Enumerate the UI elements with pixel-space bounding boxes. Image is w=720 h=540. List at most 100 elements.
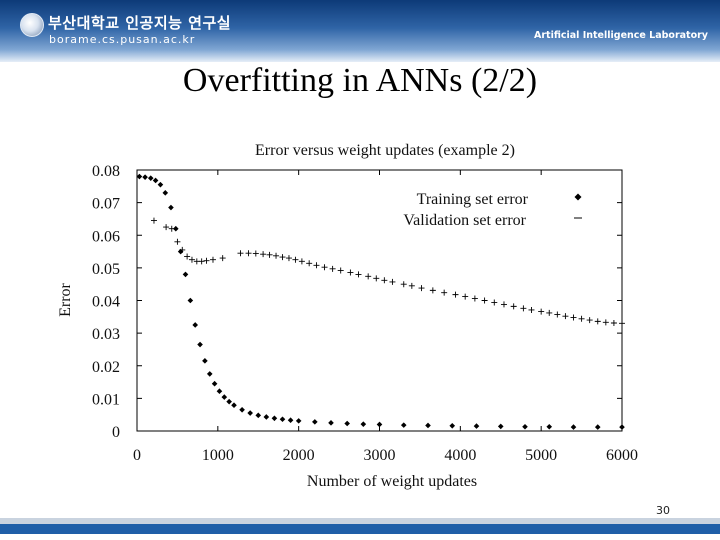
training-error-point xyxy=(173,225,179,232)
university-seal-icon xyxy=(20,13,44,37)
training-error-point xyxy=(147,175,154,181)
validation-error-point xyxy=(337,267,344,274)
y-tick-label: 0.04 xyxy=(92,294,120,311)
validation-error-point xyxy=(562,313,569,320)
training-error-point xyxy=(344,420,350,427)
validation-error-point xyxy=(150,217,157,224)
validation-error-point xyxy=(418,285,425,292)
validation-error-point xyxy=(554,311,561,318)
training-error-point xyxy=(182,271,189,278)
validation-error-point xyxy=(365,273,372,280)
validation-error-point xyxy=(203,257,210,264)
page-number: 30 xyxy=(656,504,670,517)
training-error-point xyxy=(187,297,194,304)
validation-error-point xyxy=(373,275,380,282)
training-error-point xyxy=(376,421,383,428)
training-error-point xyxy=(279,416,286,423)
training-error-point xyxy=(570,424,577,430)
validation-error-point xyxy=(209,256,216,263)
y-tick-label: 0.03 xyxy=(92,326,120,343)
validation-error-point xyxy=(491,299,498,306)
validation-error-point xyxy=(273,252,280,259)
validation-error-point xyxy=(429,287,436,294)
validation-error-point xyxy=(298,258,305,265)
validation-error-point xyxy=(163,224,170,231)
training-error-point xyxy=(594,424,601,430)
y-tick-label: 0 xyxy=(112,424,120,441)
validation-error-point xyxy=(452,291,459,298)
validation-error-point xyxy=(168,225,175,232)
training-error-point xyxy=(360,421,367,427)
y-axis-label: Error xyxy=(57,282,74,316)
validation-error-point xyxy=(602,319,609,326)
y-tick-label: 0.07 xyxy=(92,196,120,213)
training-error-point xyxy=(263,414,270,420)
validation-error-point xyxy=(313,262,320,269)
validation-error-point xyxy=(188,256,195,263)
validation-error-point xyxy=(292,256,299,263)
training-error-point xyxy=(425,422,431,429)
x-tick-label: 2000 xyxy=(283,447,315,464)
org-url: borame.cs.pusan.ac.kr xyxy=(49,33,196,46)
legend: Training set error Validation set error xyxy=(403,191,582,229)
x-axis-label: Number of weight updates xyxy=(307,473,477,490)
validation-error-point xyxy=(408,282,415,289)
training-error-point xyxy=(271,415,278,422)
validation-error-point xyxy=(462,293,469,300)
validation-error-point xyxy=(400,281,407,288)
footer-bottom xyxy=(0,534,720,540)
header-band: 부산대학교 인공지능 연구실 borame.cs.pusan.ac.kr Art… xyxy=(0,0,720,62)
validation-error-point xyxy=(570,314,577,321)
validation-error-point xyxy=(500,301,507,308)
y-tick-label: 0.08 xyxy=(92,163,120,180)
validation-error-point xyxy=(619,320,625,327)
training-error-point xyxy=(168,204,174,211)
training-error-point xyxy=(449,422,456,429)
x-tick-label: 1000 xyxy=(202,447,234,464)
training-error-point xyxy=(546,423,553,430)
validation-error-point xyxy=(321,264,328,271)
training-error-point xyxy=(152,177,159,184)
y-tick-label: 0.02 xyxy=(92,359,120,376)
training-error-point xyxy=(142,174,148,180)
validation-error-point xyxy=(329,265,336,272)
validation-error-point xyxy=(546,309,553,316)
y-tick-label: 0.05 xyxy=(92,261,120,278)
x-tick-label: 3000 xyxy=(364,447,396,464)
training-error-point xyxy=(202,358,208,364)
validation-error-point xyxy=(184,253,191,260)
training-error-point xyxy=(206,371,213,377)
validation-error-point xyxy=(174,238,181,245)
training-error-point xyxy=(287,417,294,424)
y-axis-ticks: 0 0.01 0.02 0.03 0.04 0.05 0.06 0.07 0.08 xyxy=(92,163,622,441)
training-error-point xyxy=(231,402,237,409)
y-tick-label: 0.06 xyxy=(92,228,120,245)
plot-frame xyxy=(136,169,623,432)
training-error-point xyxy=(497,423,504,430)
training-error-point xyxy=(221,394,228,400)
x-tick-label: 4000 xyxy=(444,447,476,464)
validation-error-point xyxy=(245,250,252,257)
x-tick-label: 5000 xyxy=(525,447,557,464)
x-axis-ticks: 0 1000 2000 3000 4000 5000 6000 xyxy=(133,170,638,464)
chart-title: Error versus weight updates (example 2) xyxy=(255,142,515,159)
training-error-point xyxy=(136,173,143,180)
validation-error-point xyxy=(528,306,535,313)
legend-label-training: Training set error xyxy=(417,191,529,208)
validation-error-point xyxy=(594,318,601,325)
validation-error-point xyxy=(578,315,585,322)
legend-label-validation: Validation set error xyxy=(403,212,526,229)
training-error-point xyxy=(239,406,245,413)
validation-error-point xyxy=(266,251,273,258)
training-error-point xyxy=(197,341,203,348)
validation-error-point xyxy=(471,295,478,302)
validation-error-point xyxy=(441,289,448,296)
training-error-series xyxy=(136,173,625,430)
training-error-point xyxy=(211,380,218,387)
validation-error-point xyxy=(260,251,267,258)
validation-error-point xyxy=(381,277,388,284)
validation-error-point xyxy=(252,250,259,257)
validation-error-point xyxy=(285,255,292,262)
x-tick-label: 0 xyxy=(133,447,141,464)
